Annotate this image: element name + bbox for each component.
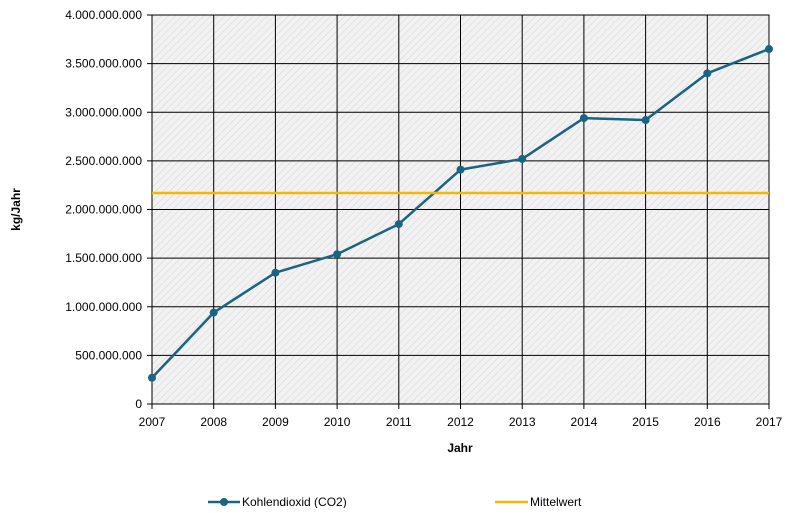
legend-marker-co2 bbox=[220, 498, 228, 506]
x-tick-label: 2015 bbox=[632, 415, 659, 429]
data-point-co2 bbox=[579, 114, 588, 123]
y-tick-label: 4.000.000.000 bbox=[65, 8, 142, 22]
series-lines bbox=[148, 45, 773, 382]
x-tick-label: 2013 bbox=[509, 415, 536, 429]
x-tick-label: 2007 bbox=[139, 415, 166, 429]
legend-item-co2: Kohlendioxid (CO2) bbox=[208, 495, 347, 509]
data-point-co2 bbox=[641, 116, 650, 125]
y-tick-label: 1.500.000.000 bbox=[65, 251, 142, 265]
x-tick-label: 2012 bbox=[447, 415, 474, 429]
y-tick-label: 0 bbox=[135, 397, 142, 411]
y-tick-label: 2.000.000.000 bbox=[65, 203, 142, 217]
data-point-co2 bbox=[394, 220, 403, 229]
data-point-co2 bbox=[765, 45, 773, 54]
x-tick-label: 2010 bbox=[324, 415, 351, 429]
data-point-co2 bbox=[271, 268, 280, 277]
legend-label-co2: Kohlendioxid (CO2) bbox=[242, 495, 347, 508]
x-tick-label: 2008 bbox=[200, 415, 227, 429]
x-tick-label: 2011 bbox=[386, 415, 412, 429]
x-axis-title: Jahr bbox=[447, 441, 473, 455]
x-tick-label: 2016 bbox=[694, 415, 721, 429]
y-tick-label: 500.000.000 bbox=[75, 348, 142, 362]
legend-label-mittelwert: Mittelwert bbox=[530, 495, 582, 508]
data-point-co2 bbox=[703, 69, 712, 78]
y-axis-ticks: 0 500.000.000 1.000.000.000 1.500.000.000 2.… bbox=[65, 8, 152, 411]
data-point-co2 bbox=[148, 373, 156, 382]
y-tick-label: 3.000.000.000 bbox=[65, 105, 142, 119]
y-tick-label: 2.500.000.000 bbox=[65, 154, 142, 168]
data-point-co2 bbox=[209, 308, 218, 317]
x-tick-label: 2009 bbox=[262, 415, 289, 429]
legend: Kohlendioxid (CO2) Mittelwert bbox=[208, 495, 582, 509]
x-tick-label: 2017 bbox=[756, 415, 783, 429]
data-point-co2 bbox=[333, 250, 342, 259]
x-axis-ticks: 2007 2008 2009 2010 2011 2012 2013 2014 2015 2016… bbox=[139, 404, 783, 429]
legend-item-mittelwert: Mittelwert bbox=[495, 495, 582, 509]
y-tick-label: 1.000.000.000 bbox=[65, 300, 142, 314]
data-point-co2 bbox=[456, 165, 465, 174]
y-tick-label: 3.500.000.000 bbox=[65, 57, 142, 71]
data-point-co2 bbox=[518, 154, 527, 163]
y-axis-title: kg/Jahr bbox=[9, 188, 23, 231]
x-tick-label: 2014 bbox=[571, 415, 598, 429]
